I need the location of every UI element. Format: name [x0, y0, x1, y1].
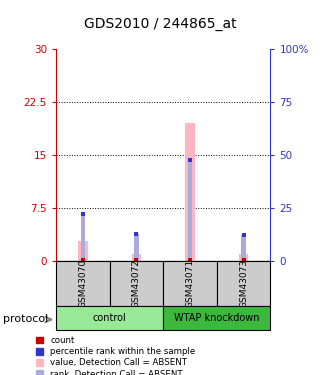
- Bar: [185, 123, 195, 261]
- Bar: [188, 160, 192, 261]
- Bar: [163, 261, 217, 306]
- Bar: [56, 261, 109, 306]
- Legend: count, percentile rank within the sample, value, Detection Call = ABSENT, rank, : count, percentile rank within the sample…: [36, 336, 195, 375]
- Text: GSM43070: GSM43070: [78, 259, 87, 308]
- Text: GSM43072: GSM43072: [132, 259, 141, 308]
- Bar: [134, 234, 139, 261]
- Bar: [56, 306, 163, 330]
- Text: control: control: [93, 313, 126, 323]
- Text: GDS2010 / 244865_at: GDS2010 / 244865_at: [84, 17, 236, 31]
- Bar: [109, 261, 163, 306]
- Bar: [78, 241, 88, 261]
- Text: WTAP knockdown: WTAP knockdown: [174, 313, 260, 323]
- Text: GSM43073: GSM43073: [239, 259, 248, 308]
- Bar: [163, 306, 270, 330]
- Bar: [241, 235, 246, 261]
- Text: protocol: protocol: [3, 315, 48, 324]
- Bar: [81, 214, 85, 261]
- Text: GSM43071: GSM43071: [186, 259, 195, 308]
- Bar: [132, 254, 141, 261]
- Bar: [239, 254, 248, 261]
- Bar: [217, 261, 270, 306]
